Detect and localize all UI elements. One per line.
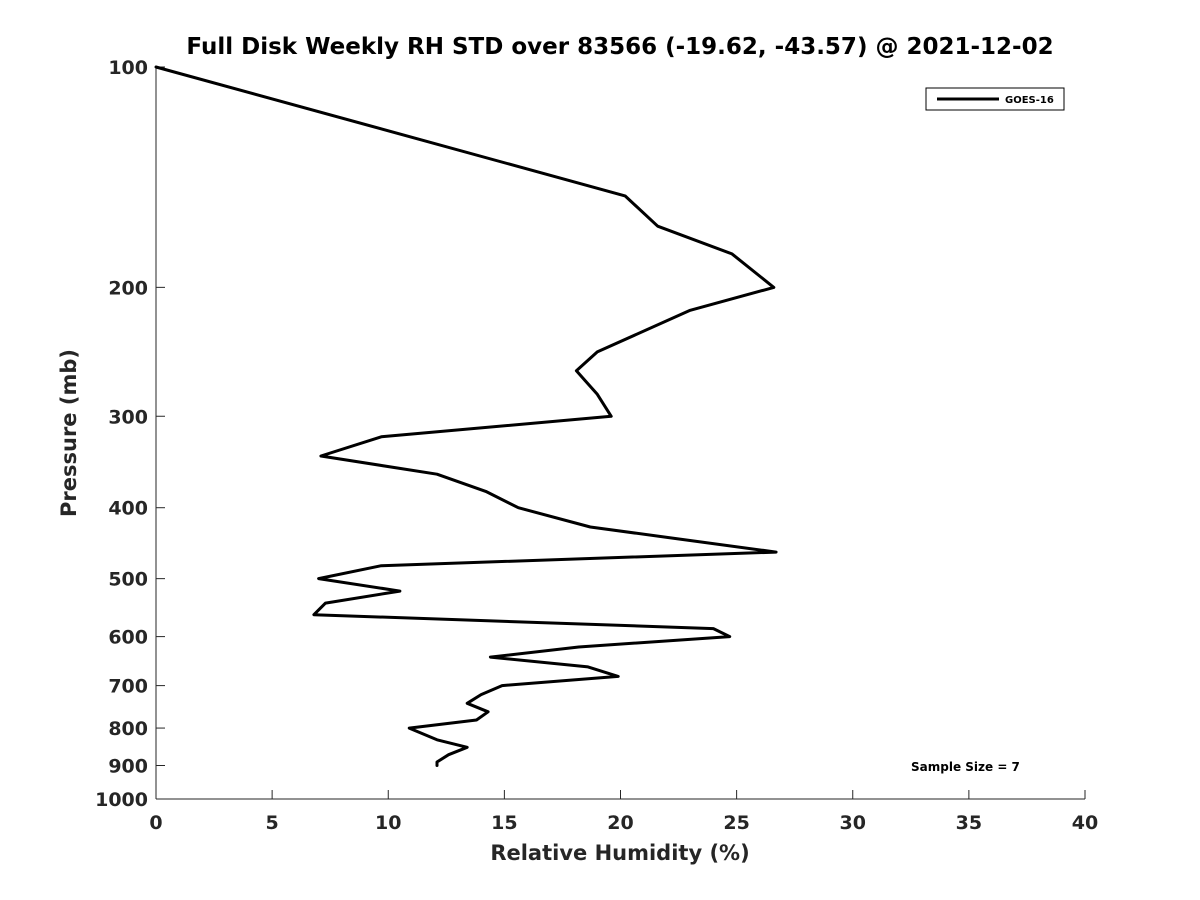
x-tick-label-35: 35 (956, 812, 982, 834)
x-tick-label-40: 40 (1072, 812, 1098, 834)
series-line-goes-16 (154, 65, 778, 767)
y-tick-label-200: 200 (108, 277, 148, 299)
y-tick-label-400: 400 (108, 498, 148, 520)
sample-size-annotation: Sample Size = 7 (911, 760, 1020, 774)
x-tick-label-20: 20 (607, 812, 633, 834)
y-tick-label-500: 500 (108, 569, 148, 591)
y-tick-label-700: 700 (108, 676, 148, 698)
x-ticks: 0 5 10 15 20 25 30 35 40 (149, 790, 1098, 834)
chart-title: Full Disk Weekly RH STD over 83566 (-19.… (186, 34, 1053, 60)
x-tick-label-25: 25 (723, 812, 749, 834)
x-tick-label-15: 15 (491, 812, 517, 834)
y-ticks: 100 200 300 400 500 600 700 800 900 1000 (95, 57, 165, 811)
y-tick-label-800: 800 (108, 718, 148, 740)
series-layer (154, 65, 778, 767)
x-tick-label-5: 5 (266, 812, 279, 834)
y-tick-label-900: 900 (108, 756, 148, 778)
x-axis-label: Relative Humidity (%) (490, 841, 749, 865)
legend-label-goes-16: GOES-16 (1005, 95, 1054, 106)
x-tick-label-30: 30 (840, 812, 866, 834)
plot-area (155, 67, 1085, 800)
legend: GOES-16 (925, 87, 1065, 111)
y-tick-label-100: 100 (108, 57, 148, 79)
y-tick-label-1000: 1000 (95, 789, 148, 811)
x-tick-label-0: 0 (149, 812, 162, 834)
y-axis-label: Pressure (mb) (57, 349, 81, 517)
y-tick-label-600: 600 (108, 627, 148, 649)
x-tick-label-10: 10 (375, 812, 401, 834)
y-tick-label-300: 300 (108, 406, 148, 428)
